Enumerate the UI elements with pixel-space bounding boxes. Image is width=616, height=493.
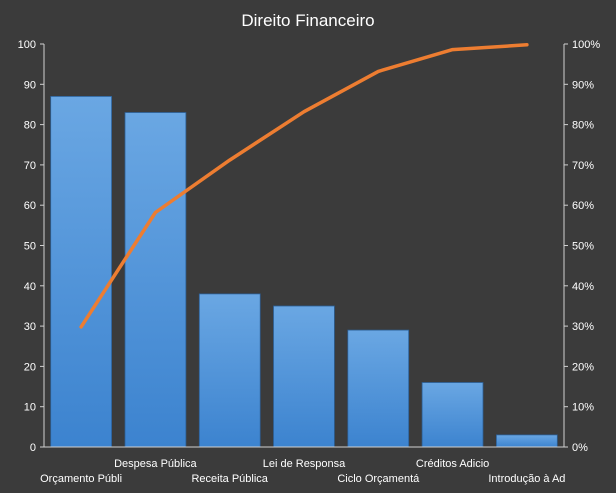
- y-tick-label: 0: [30, 442, 36, 454]
- x-tick-label-2: Despesa Pública: [114, 458, 197, 470]
- y-axis-ticks: 0 10 20 30 40 50 60 70 80 90 100: [18, 39, 44, 454]
- y-tick-label: 60: [24, 200, 36, 212]
- chart-title: Direito Financeiro: [241, 11, 374, 30]
- x-tick-label-3: Receita Pública: [191, 473, 268, 485]
- x-tick-label-7: Introdução à Ad: [488, 473, 565, 485]
- y-tick-label: 10: [24, 402, 36, 414]
- bars-group: [50, 96, 558, 448]
- bar-3: [198, 293, 261, 448]
- y-tick-label: 70: [24, 160, 36, 172]
- y-tick-label: 30: [24, 321, 36, 333]
- y2-tick-label: 40%: [572, 281, 594, 293]
- x-tick-label-1: Orçamento Públi: [40, 473, 122, 485]
- y-tick-label: 80: [24, 120, 36, 132]
- y2-tick-label: 50%: [572, 241, 594, 253]
- y2-tick-label: 70%: [572, 160, 594, 172]
- x-tick-label-5: Ciclo Orçamentá: [337, 473, 420, 485]
- y2-tick-label: 30%: [572, 321, 594, 333]
- x-axis-labels: Orçamento Públi Despesa Pública Receita Pú…: [40, 458, 565, 485]
- y2-tick-label: 90%: [572, 79, 594, 91]
- y-tick-label: 40: [24, 281, 36, 293]
- bar-6: [421, 382, 484, 448]
- y2-tick-label: 100%: [572, 39, 600, 51]
- y-tick-label: 20: [24, 361, 36, 373]
- y2-axis-ticks: 0% 10% 20% 30% 40% 50% 60% 70% 80% 90% 100%: [564, 39, 600, 454]
- bar-2: [124, 112, 187, 448]
- y2-tick-label: 0%: [572, 442, 588, 454]
- bar-5: [347, 329, 410, 448]
- y2-tick-label: 80%: [572, 120, 594, 132]
- y-tick-label: 90: [24, 79, 36, 91]
- bar-4: [273, 305, 335, 448]
- cumulative-line: [79, 43, 529, 329]
- y-tick-label: 100: [18, 39, 36, 51]
- bar-1: [50, 96, 113, 448]
- y2-tick-label: 10%: [572, 402, 594, 414]
- cumulative-line-group: [79, 43, 529, 329]
- bar-7: [495, 434, 558, 448]
- y2-tick-label: 20%: [572, 361, 594, 373]
- y-tick-label: 50: [24, 241, 36, 253]
- y2-tick-label: 60%: [572, 200, 594, 212]
- x-tick-label-4: Lei de Responsa: [263, 458, 346, 470]
- x-tick-label-6: Créditos Adicio: [416, 458, 489, 470]
